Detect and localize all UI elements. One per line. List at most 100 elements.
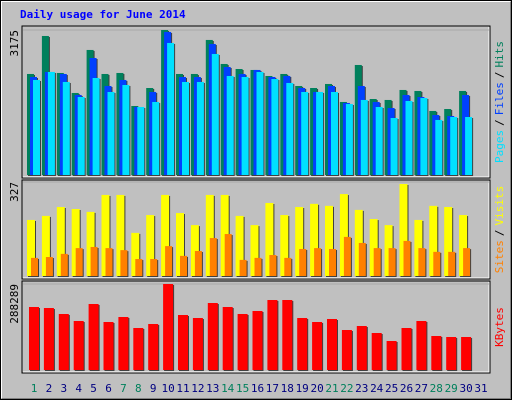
bar xyxy=(459,215,468,276)
bar xyxy=(418,248,426,276)
bar xyxy=(343,236,351,276)
bar xyxy=(237,314,248,370)
bar xyxy=(88,304,99,370)
bar xyxy=(250,225,259,276)
legend-entry: Visits xyxy=(493,186,506,226)
bar xyxy=(146,215,155,276)
legend-separator: / xyxy=(493,72,506,79)
bar xyxy=(435,119,443,175)
bar xyxy=(105,248,113,276)
bar xyxy=(390,118,398,175)
bar xyxy=(135,259,143,276)
bar xyxy=(375,106,383,175)
x-tick-label: 24 xyxy=(370,382,384,395)
x-tick-label: 23 xyxy=(355,382,368,395)
bar xyxy=(446,337,457,370)
bar xyxy=(314,248,322,276)
bar xyxy=(152,101,160,175)
bar xyxy=(299,248,307,276)
bar xyxy=(116,194,125,276)
bar xyxy=(431,336,442,370)
x-tick-label: 30 xyxy=(459,382,472,395)
bar xyxy=(252,311,263,370)
bar xyxy=(297,318,308,370)
bar xyxy=(239,259,247,276)
bar xyxy=(190,225,199,276)
bar xyxy=(388,248,396,276)
bar xyxy=(358,242,366,276)
bar xyxy=(62,81,70,175)
bar xyxy=(373,248,381,276)
x-tick-label: 17 xyxy=(266,382,279,395)
bar xyxy=(461,337,472,370)
bar xyxy=(414,219,423,276)
bar xyxy=(463,248,471,276)
bar xyxy=(103,322,114,370)
panel-bevel xyxy=(23,27,490,178)
x-tick-label: 11 xyxy=(176,382,189,395)
bar xyxy=(310,203,319,276)
bar xyxy=(86,211,95,276)
bar xyxy=(133,328,144,370)
chart-title: Daily usage for June 2014 xyxy=(20,8,186,21)
legend: KBytes xyxy=(493,307,506,347)
bar xyxy=(92,77,100,175)
x-tick-label: 19 xyxy=(296,382,309,395)
bar xyxy=(235,215,244,276)
bar xyxy=(205,194,214,276)
bar xyxy=(167,42,175,175)
x-tick-label: 28 xyxy=(430,382,443,395)
bar xyxy=(150,259,158,276)
bar xyxy=(56,207,65,276)
bar xyxy=(241,76,249,175)
x-tick-label: 13 xyxy=(206,382,219,395)
bar xyxy=(286,82,294,175)
bar xyxy=(280,215,289,276)
bar xyxy=(31,257,38,276)
bar xyxy=(371,333,382,370)
x-tick-label: 20 xyxy=(310,382,323,395)
bar xyxy=(33,79,40,175)
x-tick-label: 15 xyxy=(236,382,249,395)
bar xyxy=(60,253,68,276)
bar xyxy=(58,314,69,370)
bar xyxy=(118,317,129,370)
bar xyxy=(45,257,53,276)
bar xyxy=(211,53,219,175)
bar xyxy=(90,246,98,276)
bar xyxy=(448,251,456,276)
x-tick-label: 18 xyxy=(281,382,294,395)
bar xyxy=(194,250,202,276)
x-tick-label: 22 xyxy=(340,382,353,395)
legend-separator: / xyxy=(493,230,506,237)
x-tick-label: 12 xyxy=(191,382,204,395)
legend: Sites / Visits xyxy=(493,186,506,274)
bar xyxy=(271,79,279,175)
bar xyxy=(254,257,262,276)
x-tick-label: 14 xyxy=(221,382,235,395)
legend-entry: Files xyxy=(493,82,506,115)
bar xyxy=(224,234,232,276)
x-tick-label: 1 xyxy=(31,382,38,395)
x-tick-label: 9 xyxy=(150,382,157,395)
bar xyxy=(420,98,428,175)
bar xyxy=(176,213,184,276)
bar xyxy=(403,240,411,276)
bar xyxy=(331,91,338,175)
bar xyxy=(75,248,83,276)
x-tick-label: 26 xyxy=(400,382,413,395)
x-tick-label: 16 xyxy=(251,382,264,395)
bar xyxy=(401,328,412,370)
legend-entry: Pages xyxy=(493,130,506,163)
y-tick-label: 3175 xyxy=(8,30,21,57)
x-tick-label: 8 xyxy=(135,382,142,395)
bar xyxy=(73,321,84,370)
bar xyxy=(316,91,324,175)
bar xyxy=(182,81,189,175)
bar xyxy=(356,326,367,370)
bar xyxy=(163,284,174,370)
bar xyxy=(178,315,188,370)
